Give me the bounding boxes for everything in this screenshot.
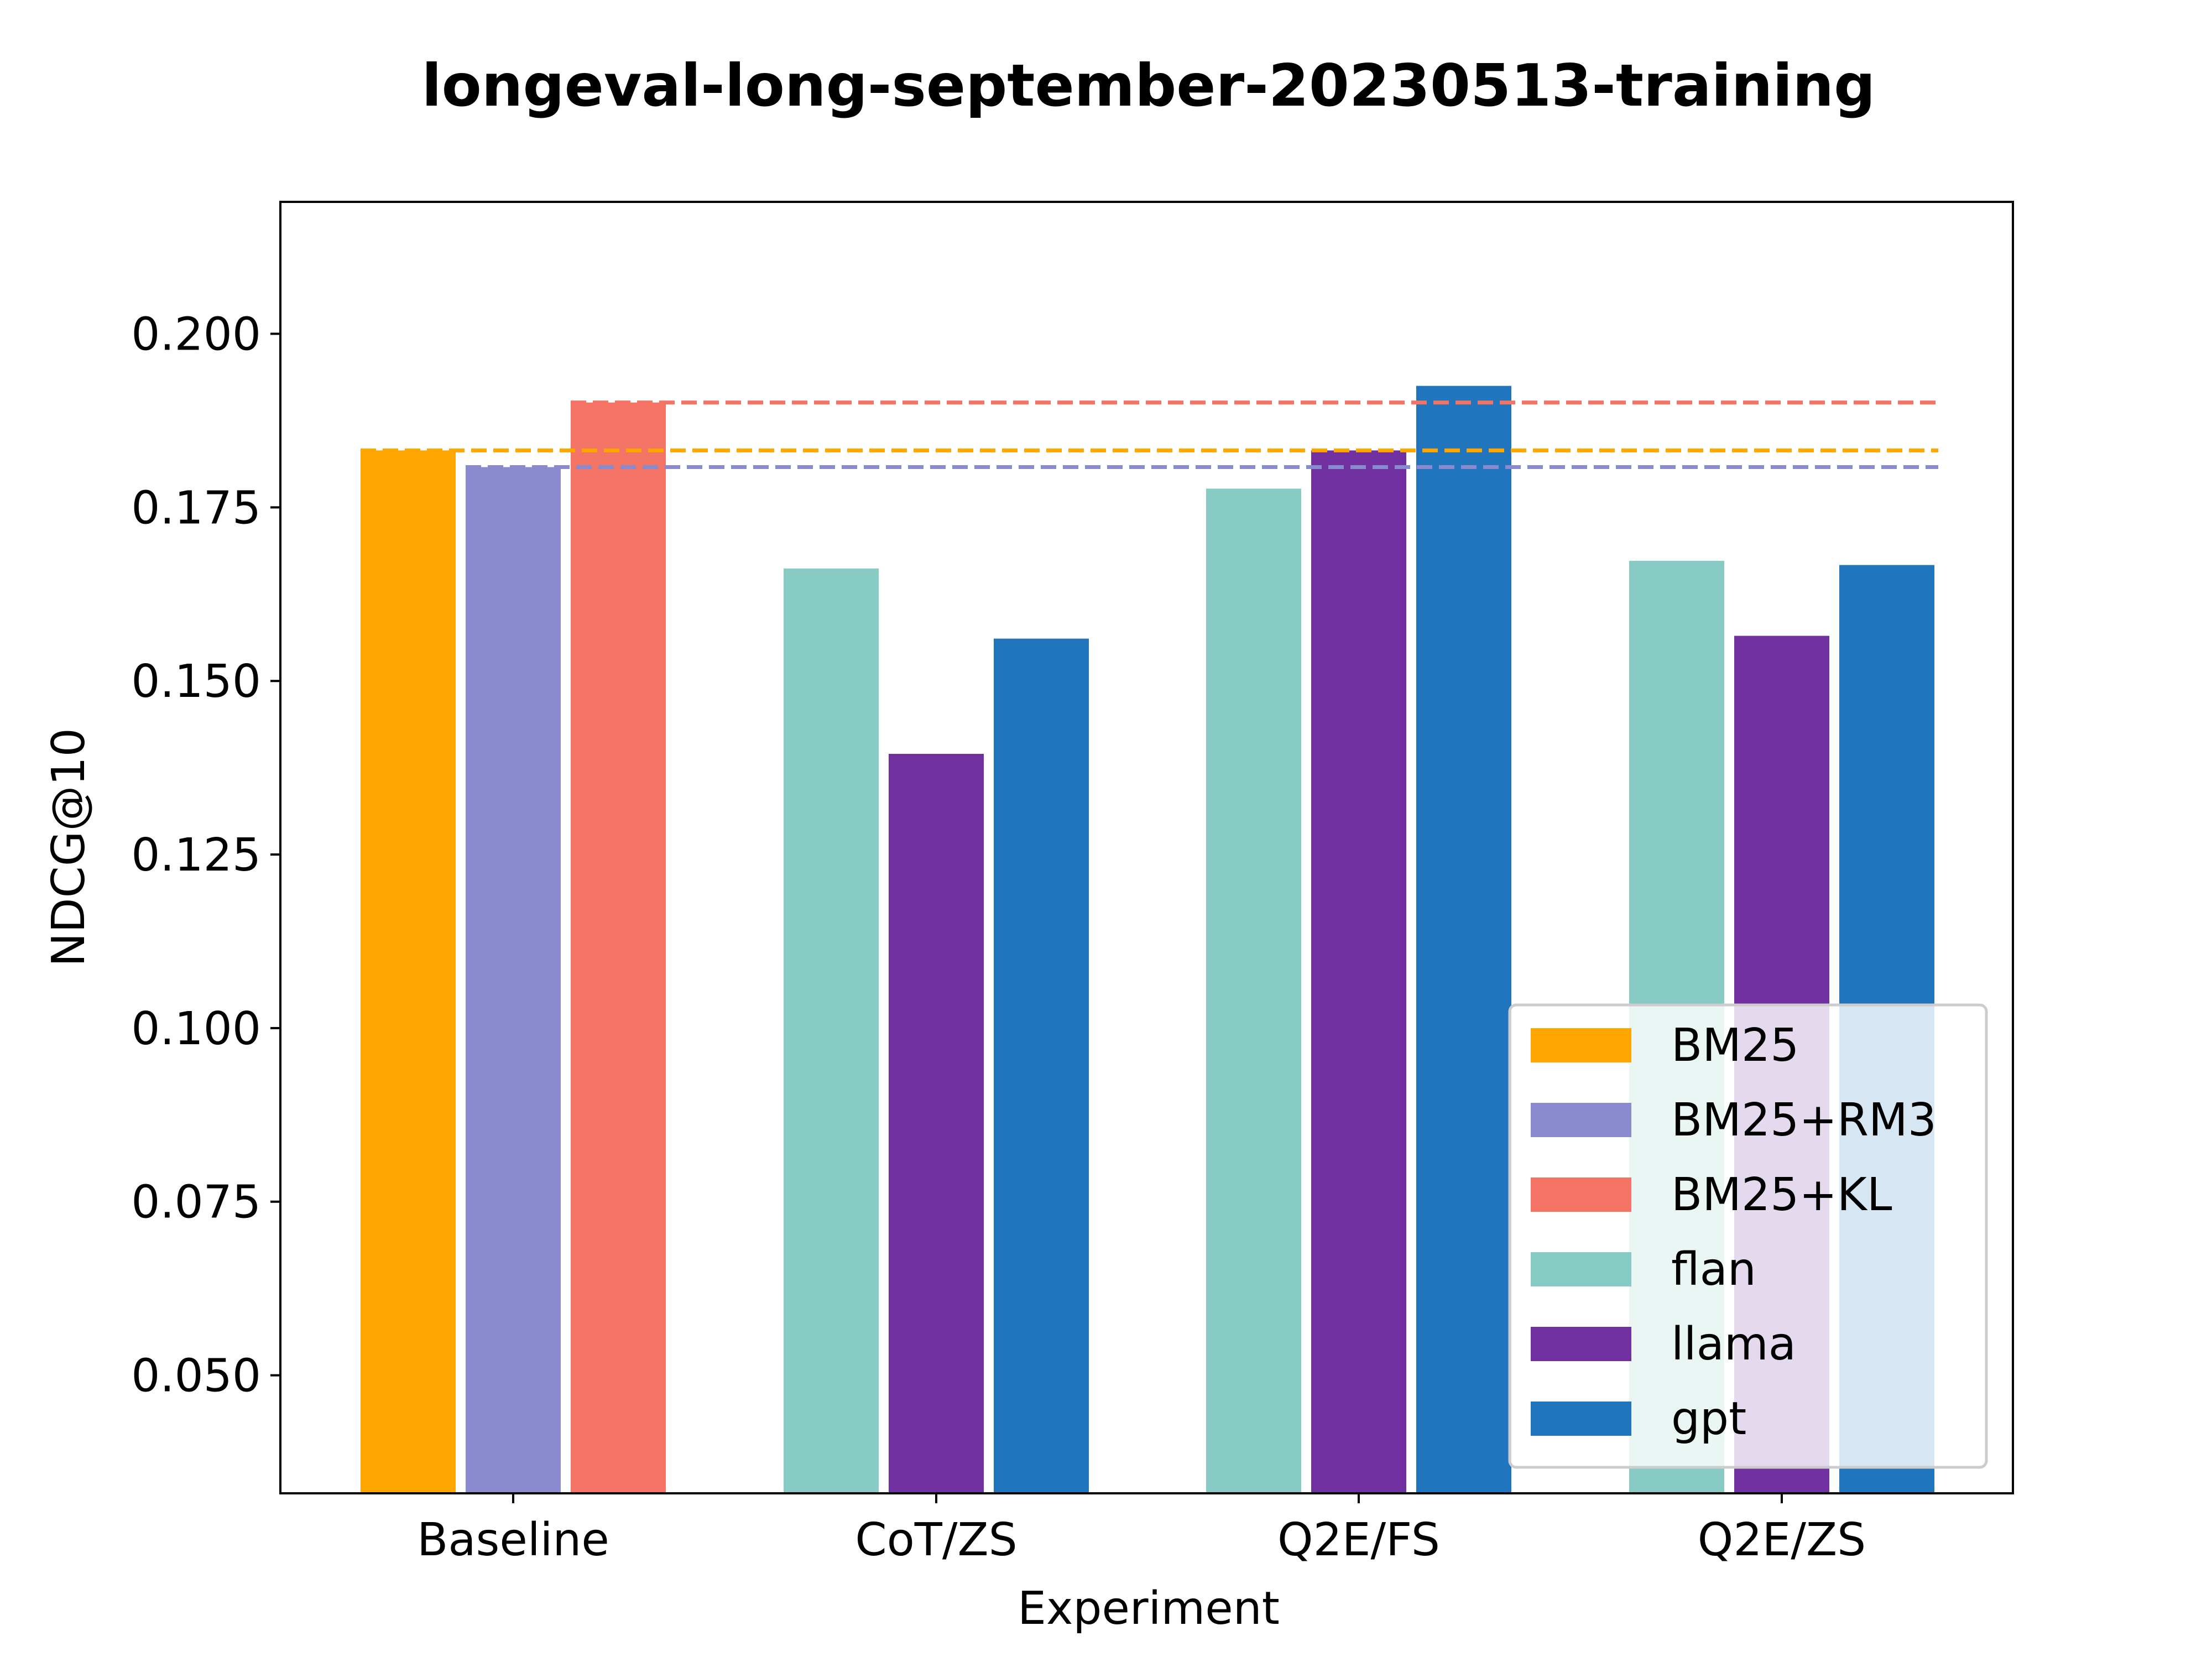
y-tick-label: 0.075 xyxy=(131,1176,261,1229)
legend-swatch-llama xyxy=(1531,1327,1631,1361)
y-tick-label: 0.200 xyxy=(131,309,261,361)
y-tick-label: 0.175 xyxy=(131,482,261,534)
legend-label: llama xyxy=(1671,1318,1796,1371)
legend-label: flan xyxy=(1671,1243,1756,1296)
legend-label: BM25 xyxy=(1671,1019,1799,1072)
chart-title: longeval-long-september-20230513-trainin… xyxy=(422,52,1876,119)
y-axis: 0.050 0.075 0.100 0.125 0.150 0.175 0.200 xyxy=(131,309,280,1403)
bar-gpt-q2e-fs xyxy=(1416,385,1511,1493)
legend-box xyxy=(1508,1003,1988,1469)
legend-label: BM25+RM3 xyxy=(1671,1094,1937,1147)
bar-flan-q2e-fs xyxy=(1206,488,1301,1493)
x-axis-label: Experiment xyxy=(1018,1582,1280,1635)
legend: BM25 BM25+RM3 BM25+KL flan llama gpt xyxy=(1508,1003,1988,1469)
reference-lines xyxy=(361,400,1938,470)
y-tick-label: 0.125 xyxy=(131,829,261,882)
x-tick-label: CoT/ZS xyxy=(855,1514,1017,1566)
bar-llama-cot-zs xyxy=(889,754,984,1493)
x-tick-label: Q2E/FS xyxy=(1277,1514,1440,1566)
legend-swatch-flan xyxy=(1531,1252,1631,1286)
y-axis-label: NDCG@10 xyxy=(43,728,95,967)
legend-swatch-bm25 xyxy=(1531,1028,1631,1062)
bar-bm25-kl-baseline xyxy=(571,402,666,1494)
legend-swatch-gpt xyxy=(1531,1402,1631,1436)
plot-area-frame xyxy=(279,201,2014,1494)
x-axis: Baseline CoT/ZS Q2E/FS Q2E/ZS xyxy=(417,1493,1866,1566)
y-tick-label: 0.050 xyxy=(131,1350,261,1403)
bar-gpt-cot-zs xyxy=(994,638,1089,1493)
x-tick-label: Q2E/ZS xyxy=(1698,1514,1866,1566)
bar-bm25-baseline xyxy=(361,450,456,1493)
legend-swatch-bm25-rm3 xyxy=(1531,1103,1631,1137)
legend-label: gpt xyxy=(1671,1393,1746,1445)
legend-label: BM25+KL xyxy=(1671,1169,1892,1221)
legend-swatch-bm25-kl xyxy=(1531,1178,1631,1212)
bar-flan-cot-zs xyxy=(784,568,879,1493)
y-tick-label: 0.100 xyxy=(131,1003,261,1055)
y-tick-label: 0.150 xyxy=(131,655,261,708)
bar-llama-q2e-fs xyxy=(1311,450,1406,1493)
x-tick-label: Baseline xyxy=(417,1514,609,1566)
bar-bm25-rm3-baseline xyxy=(466,467,561,1494)
